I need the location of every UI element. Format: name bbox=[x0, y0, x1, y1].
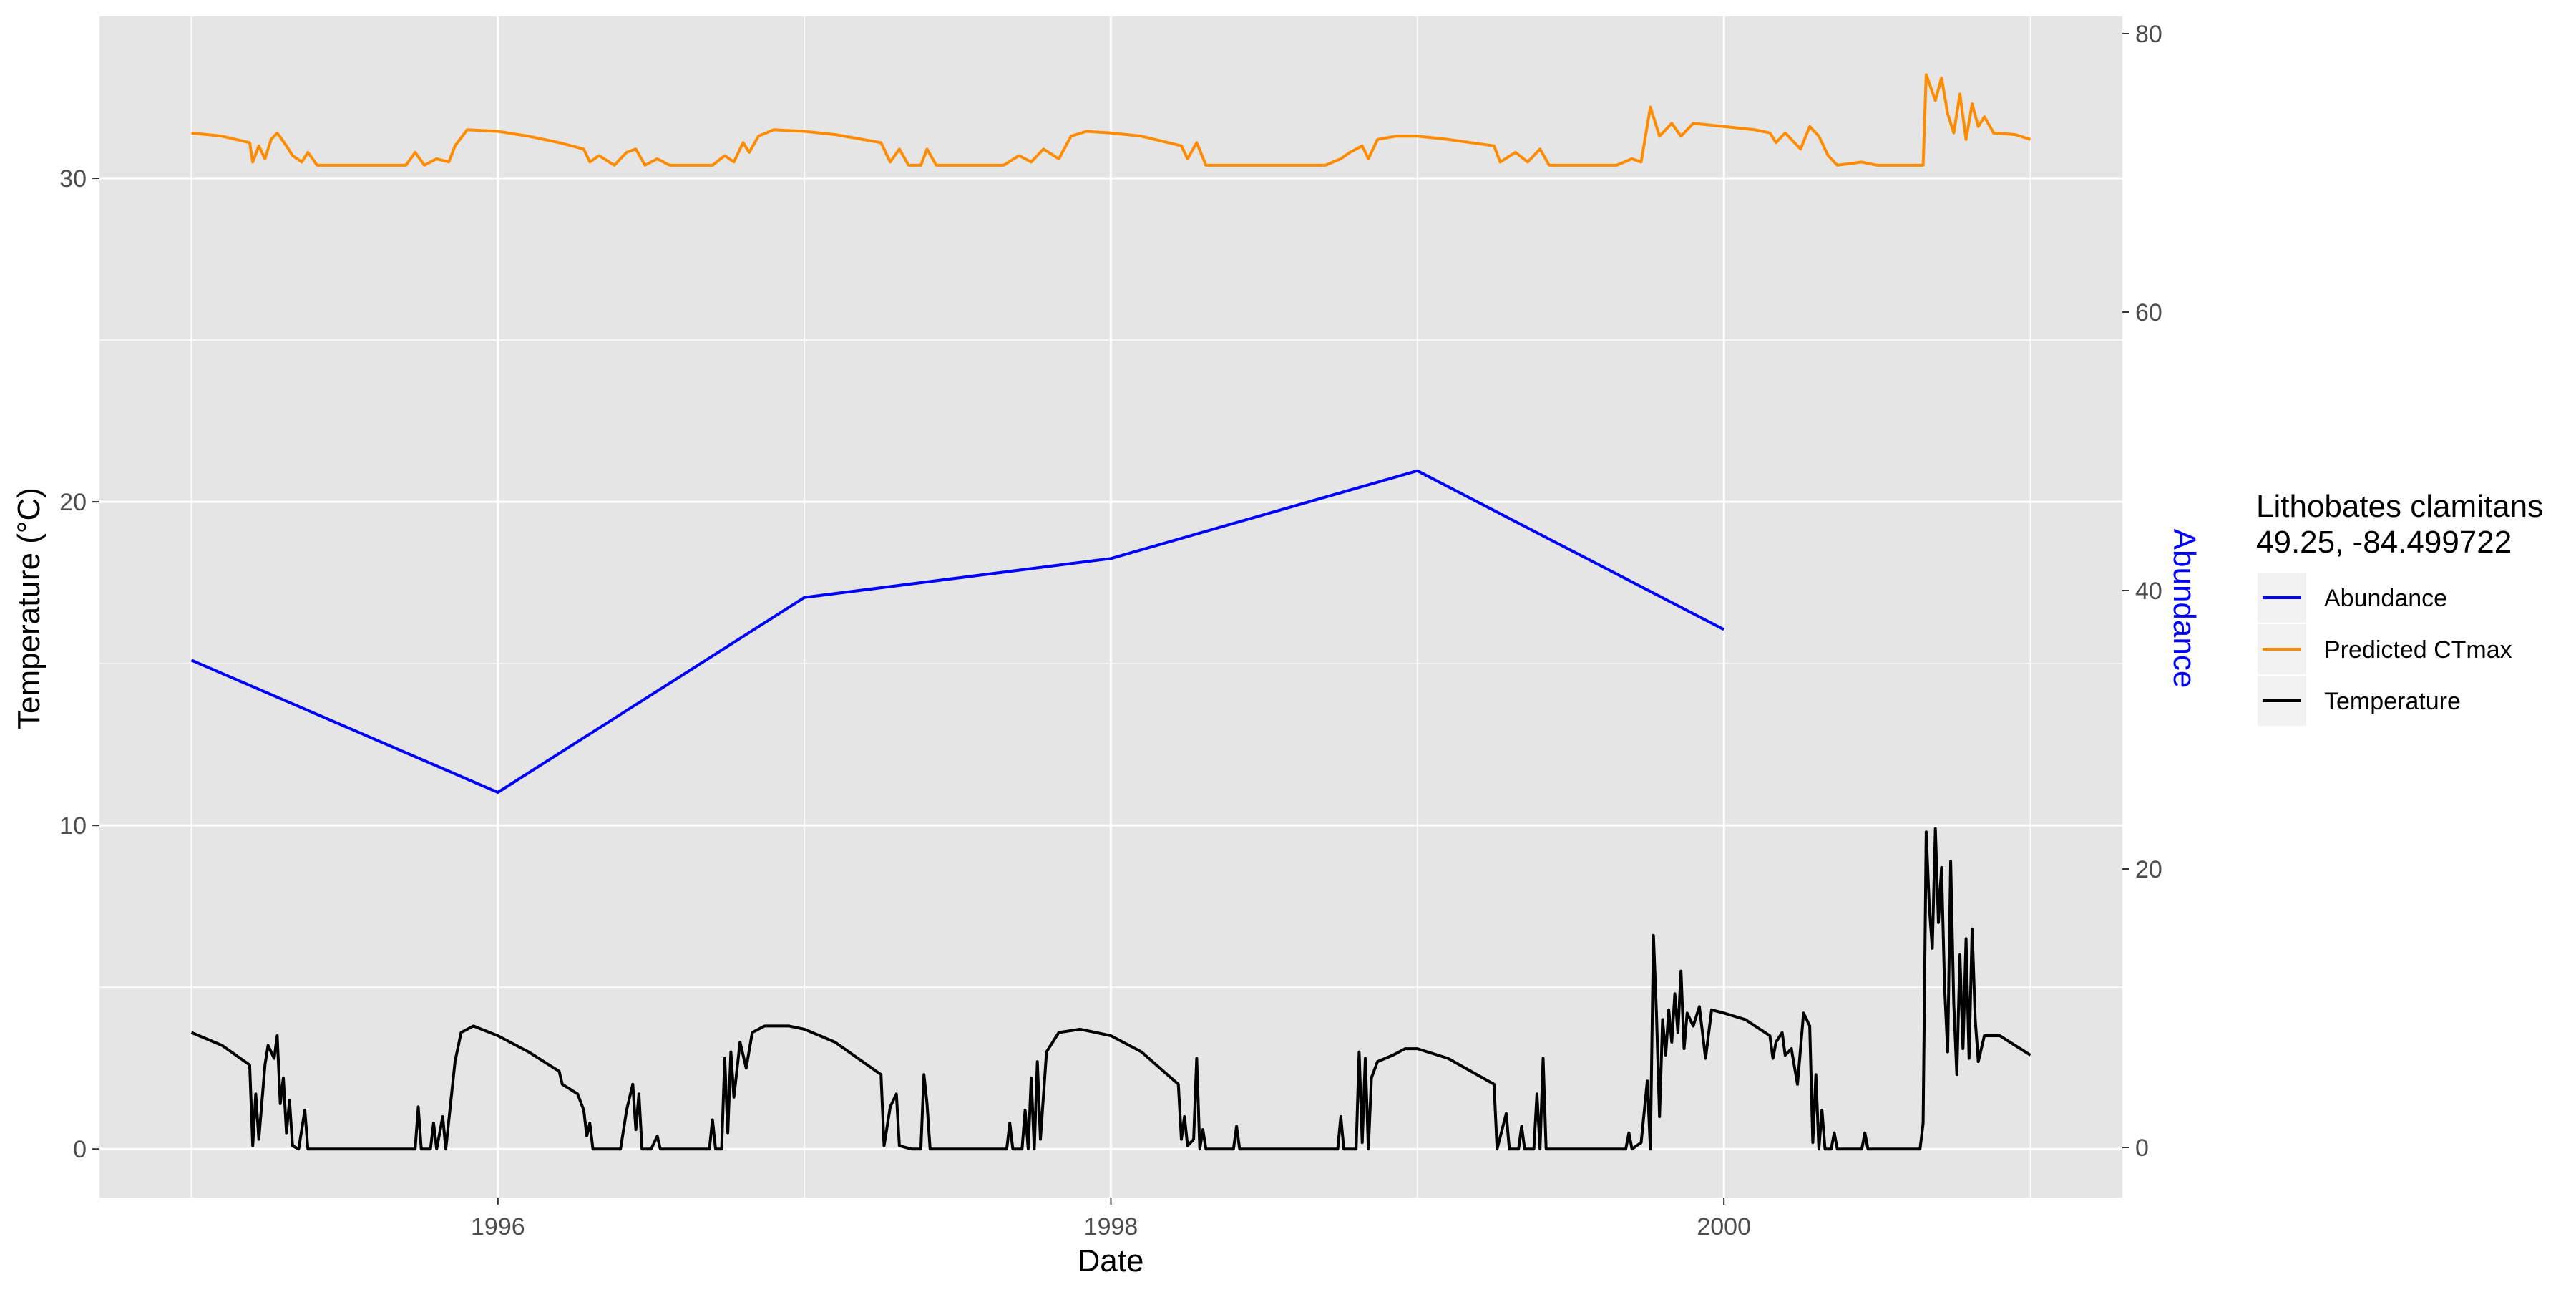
legend: Lithobates clamitans 49.25, -84.499722 A… bbox=[2256, 489, 2543, 726]
legend-title-line2: 49.25, -84.499722 bbox=[2256, 525, 2512, 560]
x-axis-title: Date bbox=[1078, 1243, 1144, 1278]
y-tick-label-right: 40 bbox=[2135, 578, 2162, 605]
y-tick-label-left: 20 bbox=[59, 489, 87, 516]
legend-label-ctmax: Predicted CTmax bbox=[2324, 636, 2512, 664]
y-tick-label-right: 60 bbox=[2135, 299, 2162, 326]
legend-label-abundance: Abundance bbox=[2324, 585, 2447, 612]
series-layer bbox=[190, 73, 2031, 1151]
x-tick-label: 1998 bbox=[1084, 1213, 1138, 1240]
y-tick-label-left: 30 bbox=[59, 165, 87, 193]
series-line-temperature bbox=[190, 827, 2031, 1151]
y-tick-label-right: 0 bbox=[2135, 1135, 2149, 1162]
y-tick-label-right: 80 bbox=[2135, 21, 2162, 48]
y-tick-label-left: 10 bbox=[59, 812, 87, 840]
y-axis-title-right: Abundance bbox=[2167, 529, 2202, 689]
y-axis-title-left: Temperature (°C) bbox=[11, 487, 47, 729]
legend-title-line1: Lithobates clamitans bbox=[2256, 489, 2543, 524]
legend-label-temperature: Temperature bbox=[2324, 688, 2461, 715]
y-tick-label-left: 0 bbox=[73, 1136, 87, 1163]
series-line-abundance bbox=[190, 469, 1725, 794]
axis-layer: 0 10 20 30 1996 1998 2000 0 20 40 60 80 bbox=[59, 21, 2162, 1240]
x-tick-label: 1996 bbox=[471, 1213, 525, 1240]
series-line-predicted-ctmax bbox=[191, 73, 2031, 167]
y-tick-label-right: 20 bbox=[2135, 856, 2162, 883]
x-tick-label: 2000 bbox=[1697, 1213, 1751, 1240]
